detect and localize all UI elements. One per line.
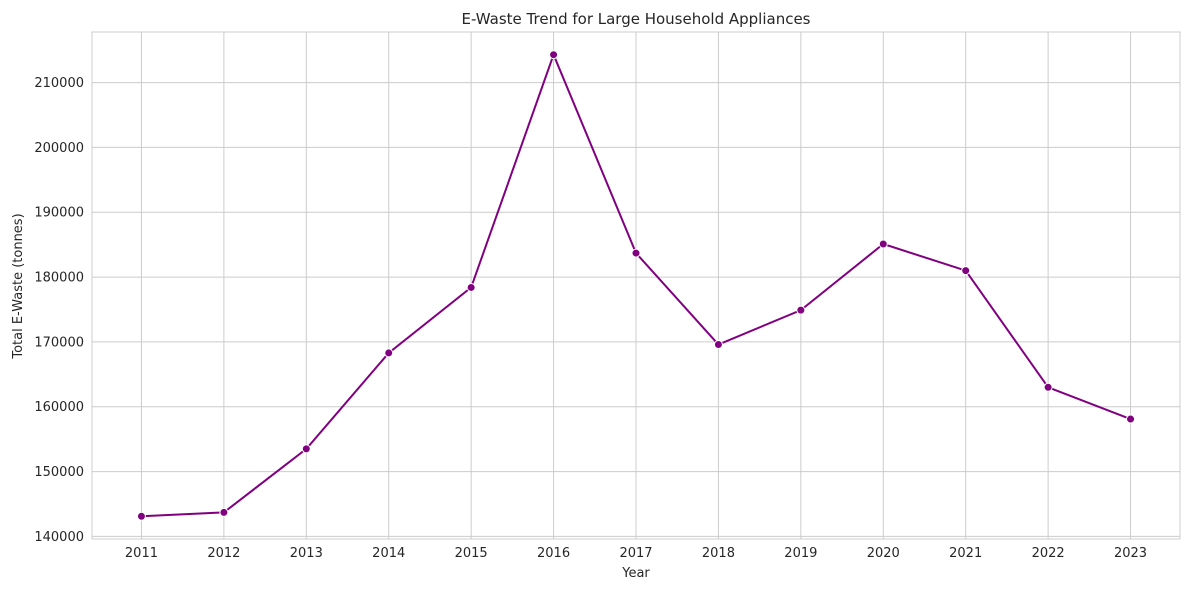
data-point — [1043, 382, 1053, 392]
data-point — [631, 248, 641, 258]
x-tick-labels: 2011 2012 2013 2014 2015 2016 2017 2018 2019 2020… — [125, 546, 1147, 561]
x-tick-label: 2011 — [125, 546, 158, 561]
x-tick-label: 2019 — [784, 546, 817, 561]
x-tick-label: 2014 — [372, 546, 405, 561]
data-point — [466, 282, 476, 292]
data-point — [219, 507, 229, 517]
y-tick-label: 150000 — [34, 465, 84, 480]
data-point — [878, 239, 888, 249]
series-markers — [136, 50, 1136, 521]
y-tick-label: 210000 — [34, 76, 84, 91]
y-axis-label: Total E-Waste (tonnes) — [11, 213, 26, 359]
y-tick-label: 170000 — [34, 335, 84, 350]
x-tick-label: 2012 — [207, 546, 240, 561]
data-point — [961, 266, 971, 276]
data-point — [384, 348, 394, 358]
y-tick-label: 190000 — [34, 206, 84, 221]
x-tick-label: 2017 — [619, 546, 652, 561]
chart-title: E-Waste Trend for Large Household Applia… — [462, 10, 811, 28]
x-axis-label: Year — [621, 566, 650, 581]
data-point — [796, 305, 806, 315]
x-tick-label: 2015 — [455, 546, 488, 561]
x-tick-label: 2018 — [702, 546, 735, 561]
grid-layer — [92, 32, 1180, 539]
x-tick-label: 2013 — [290, 546, 323, 561]
x-tick-label: 2020 — [867, 546, 900, 561]
data-point — [301, 444, 311, 454]
plot-frame — [91, 31, 1181, 540]
data-point — [1126, 414, 1136, 424]
x-tick-label: 2023 — [1114, 546, 1147, 561]
data-point — [136, 511, 146, 521]
data-point — [713, 339, 723, 349]
x-tick-label: 2022 — [1032, 546, 1065, 561]
y-tick-labels: 140000 150000 160000 170000 180000 190000 2000… — [34, 76, 84, 545]
data-point — [549, 50, 559, 60]
y-tick-label: 200000 — [34, 141, 84, 156]
y-tick-label: 160000 — [34, 400, 84, 415]
y-tick-label: 180000 — [34, 271, 84, 286]
x-tick-label: 2021 — [949, 546, 982, 561]
y-tick-label: 140000 — [34, 530, 84, 545]
x-tick-label: 2016 — [537, 546, 570, 561]
